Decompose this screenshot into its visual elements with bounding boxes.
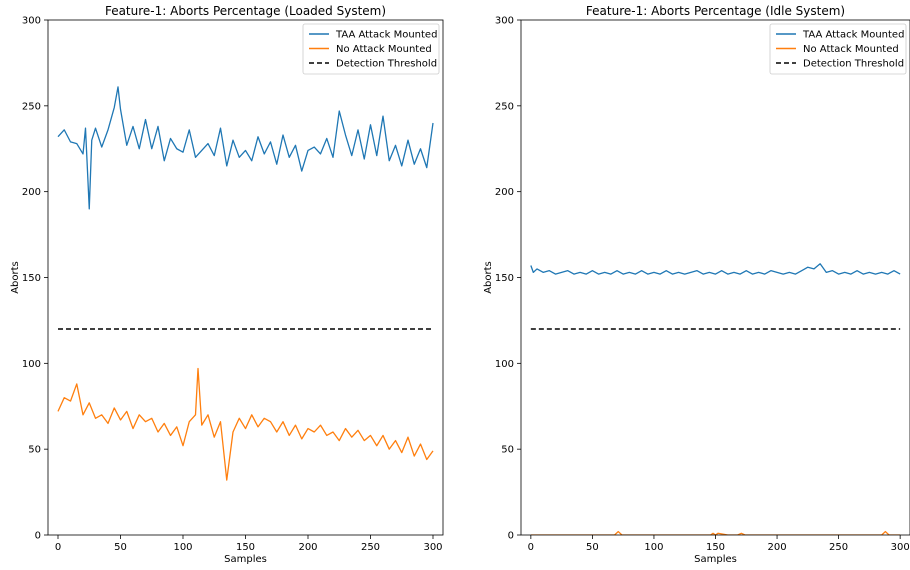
legend-box: [302, 23, 440, 75]
y-tick-label: 100: [495, 359, 514, 370]
y-tick-label: 200: [495, 187, 514, 198]
y-tick-label: 150: [495, 273, 514, 284]
x-tick-label: 250: [829, 542, 848, 553]
chart-title: Feature-1: Aborts Percentage (Idle Syste…: [586, 4, 845, 18]
legend-entry-label: Detection Threshold: [336, 59, 437, 70]
legend-entry-label: TAA Attack Mounted: [335, 30, 437, 41]
x-tick-label: 150: [706, 542, 725, 553]
x-axis-label: Samples: [224, 554, 267, 565]
x-tick-label: 0: [55, 542, 61, 553]
y-tick-label: 250: [22, 101, 41, 112]
legend-entry-label: TAA Attack Mounted: [802, 30, 904, 41]
axes-frame: [47, 19, 444, 536]
plot-area: [530, 263, 901, 535]
legend-box: [769, 23, 907, 75]
plot-area: [57, 86, 434, 481]
y-tick-label: 250: [495, 101, 514, 112]
y-axis-label: Aborts: [10, 261, 21, 294]
axes-frame: [520, 19, 910, 536]
right-chart-panel: 0 50 100 150 200 250 300 0 50 100 150 200 250 300 Feat…: [483, 4, 910, 565]
y-axis-label: Aborts: [483, 261, 494, 294]
series-line-taa-attack-mounted: [57, 86, 434, 210]
x-tick-label: 200: [768, 542, 787, 553]
y-tick-label: 0: [508, 531, 514, 542]
x-axis-label: Samples: [694, 554, 737, 565]
legend: TAA Attack Mounted No Attack Mounted Detec…: [769, 23, 907, 75]
x-tick-label: 0: [528, 542, 534, 553]
left-chart-panel: 0 50 100 150 200 250 300 0 50 100 150 200 250 300 Feat…: [10, 4, 444, 565]
y-tick-label: 100: [22, 359, 41, 370]
legend: TAA Attack Mounted No Attack Mounted Detec…: [302, 23, 440, 75]
legend-entry-label: Detection Threshold: [803, 59, 904, 70]
x-tick-label: 250: [361, 542, 380, 553]
y-tick-label: 300: [495, 16, 514, 27]
x-tick-label: 100: [644, 542, 663, 553]
series-line-no-attack-mounted: [530, 530, 901, 535]
legend-entry-label: No Attack Mounted: [803, 44, 899, 55]
y-tick-label: 200: [22, 187, 41, 198]
legend-entry-label: No Attack Mounted: [336, 44, 432, 55]
x-tick-label: 300: [423, 542, 442, 553]
x-tick-label: 300: [891, 542, 910, 553]
x-tick-label: 50: [586, 542, 599, 553]
y-tick-label: 0: [35, 531, 41, 542]
x-tick-label: 100: [173, 542, 192, 553]
y-tick-label: 150: [22, 273, 41, 284]
x-tick-label: 200: [298, 542, 317, 553]
y-tick-label: 50: [501, 445, 514, 456]
x-tick-label: 150: [236, 542, 255, 553]
y-tick-label: 300: [22, 16, 41, 27]
y-tick-label: 50: [28, 445, 41, 456]
x-tick-label: 50: [114, 542, 127, 553]
series-line-taa-attack-mounted: [530, 263, 901, 275]
series-line-no-attack-mounted: [57, 367, 434, 481]
chart-title: Feature-1: Aborts Percentage (Loaded Sys…: [105, 4, 386, 18]
